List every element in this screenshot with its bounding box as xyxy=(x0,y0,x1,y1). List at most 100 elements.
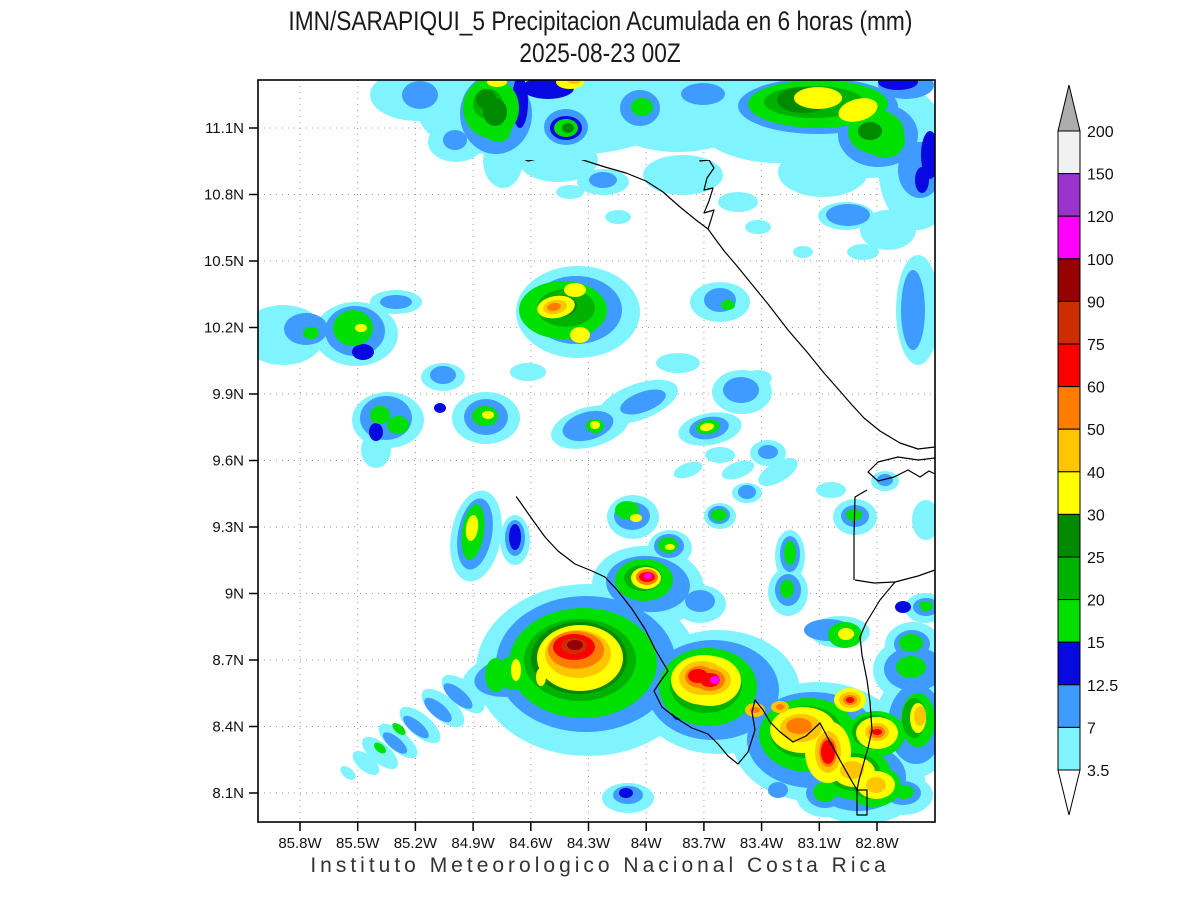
precip-cell-l7 xyxy=(482,411,494,419)
precip-cell-l2 xyxy=(685,590,715,612)
precip-cell-l2 xyxy=(424,697,452,723)
precip-cell-l1 xyxy=(816,482,846,498)
precip-cell-l7 xyxy=(665,544,675,550)
lat-axis-label: 9N xyxy=(225,586,244,603)
colorbar-segment xyxy=(1057,300,1081,345)
precip-cell-l8 xyxy=(567,80,581,84)
coastline-path xyxy=(524,160,709,230)
colorbar-label: 60 xyxy=(1087,380,1105,397)
colorbar-segment xyxy=(1057,513,1081,558)
precip-cell-l3 xyxy=(619,788,633,798)
precip-cell-l2 xyxy=(723,377,759,403)
lat-axis-label: 10.2N xyxy=(204,320,244,337)
colorbar-segment xyxy=(1057,386,1081,430)
colorbar-label: 25 xyxy=(1087,550,1105,567)
lat-axis-label: 8.1N xyxy=(212,785,244,802)
colorbar: 200 150 120 100 90 75 60 50 40 30 25 20 15 12.5 7 3.5 xyxy=(1057,84,1118,816)
coastline-path xyxy=(867,456,936,482)
precip-cell-l2 xyxy=(589,172,617,188)
lon-axis-label: 84W xyxy=(631,835,663,852)
lon-axis-label: 85.2W xyxy=(394,835,438,852)
precip-cell-l8 xyxy=(840,761,864,779)
colorbar-segment xyxy=(1057,215,1081,260)
colorbar-segment xyxy=(1057,173,1081,217)
lon-axis-label: 84.6W xyxy=(509,835,553,852)
colorbar-label: 40 xyxy=(1087,465,1105,482)
precip-cell-l4 xyxy=(721,300,735,310)
precip-cell-l4 xyxy=(615,501,639,519)
precip-cell-l4 xyxy=(387,416,409,434)
coastline-path xyxy=(856,789,868,816)
precip-cell-l1 xyxy=(340,766,356,780)
precip-cell-l4 xyxy=(392,723,406,735)
colorbar-segment xyxy=(1057,641,1081,686)
precip-cell-l1 xyxy=(912,500,935,540)
coastline-path xyxy=(856,581,896,791)
precip-cell-l7 xyxy=(838,628,854,640)
precip-cell-l7 xyxy=(564,283,586,297)
precip-cell-l2 xyxy=(768,782,788,798)
axis-labels: 11.1N 10.8N 10.5N 10.2N 9.9N 9.6N 9.3N 9N 8.7N 8.… xyxy=(204,120,900,852)
precip-cell-l7 xyxy=(630,514,642,522)
precip-cell-l2 xyxy=(382,732,408,754)
precip-cell-l3 xyxy=(878,80,918,90)
colorbar-label: 100 xyxy=(1087,252,1114,269)
colorbar-over-arrow xyxy=(1057,84,1081,132)
precip-cell-l6 xyxy=(483,98,507,126)
lon-axis-label: 85.5W xyxy=(336,835,380,852)
precip-cell-l6 xyxy=(562,123,574,133)
precip-cell-l4 xyxy=(896,656,926,678)
precip-cell-l7 xyxy=(536,668,546,686)
precip-cell-l2 xyxy=(877,474,893,486)
precip-cell-l4 xyxy=(370,406,390,424)
precip-cell-l4 xyxy=(894,785,914,799)
precip-cell-l3 xyxy=(369,423,383,441)
precip-cell-l12 xyxy=(567,640,583,650)
coastline-path xyxy=(699,160,936,450)
precip-cell-l7 xyxy=(794,87,842,109)
precip-cell-l7 xyxy=(465,515,479,541)
institution-caption: Instituto Meteorologico Nacional Costa R… xyxy=(310,854,890,877)
precip-cell-l4 xyxy=(711,509,727,521)
colorbar-label: 7 xyxy=(1087,720,1096,737)
lon-axis-label: 83.7W xyxy=(682,835,726,852)
lat-axis-label: 8.7N xyxy=(212,652,244,669)
precip-cell-l1 xyxy=(745,220,771,234)
colorbar-segment xyxy=(1057,684,1081,728)
chart-title-text: IMN/SARAPIQUI_5 Precipitacion Acumulada … xyxy=(288,6,912,36)
precip-cell-l1 xyxy=(721,460,755,480)
precip-cell-l7 xyxy=(570,327,590,343)
precip-cell-l1 xyxy=(860,210,916,250)
lon-axis-label: 83.4W xyxy=(740,835,784,852)
precip-cell-l2 xyxy=(430,366,456,384)
colorbar-label: 120 xyxy=(1087,209,1114,226)
precip-cell-l8 xyxy=(914,706,926,726)
lat-axis-label: 9.3N xyxy=(212,519,244,536)
colorbar-label: 3.5 xyxy=(1087,763,1109,780)
precip-cell-l1 xyxy=(556,185,584,199)
colorbar-label: 200 xyxy=(1087,124,1114,141)
precip-cell-l1 xyxy=(361,736,399,770)
precip-cell-l4 xyxy=(784,541,796,565)
precip-cell-l2 xyxy=(403,715,429,739)
precip-cell-l2 xyxy=(443,130,467,150)
axis-ticks xyxy=(249,127,878,831)
coastlines xyxy=(516,160,936,816)
colorbar-segment xyxy=(1057,258,1081,302)
lat-axis-label: 11.1N xyxy=(205,120,244,137)
colorbar-segment xyxy=(1057,343,1081,388)
precip-cell-l2 xyxy=(380,295,412,309)
precip-cell-l4 xyxy=(485,120,511,142)
precip-cell-l2 xyxy=(758,445,778,459)
precip-cell-l1 xyxy=(758,458,798,486)
lat-axis-label: 9.9N xyxy=(212,386,244,403)
precip-cell-l9 xyxy=(547,302,561,312)
precipitation-field xyxy=(258,80,935,822)
lon-axis-label: 82.8W xyxy=(855,835,899,852)
precip-cell-l6 xyxy=(858,122,882,140)
lon-axis-label: 85.8W xyxy=(278,835,322,852)
colorbar-label: 150 xyxy=(1087,167,1114,184)
colorbar-segment xyxy=(1057,130,1081,175)
precip-cell-l10 xyxy=(821,740,835,764)
